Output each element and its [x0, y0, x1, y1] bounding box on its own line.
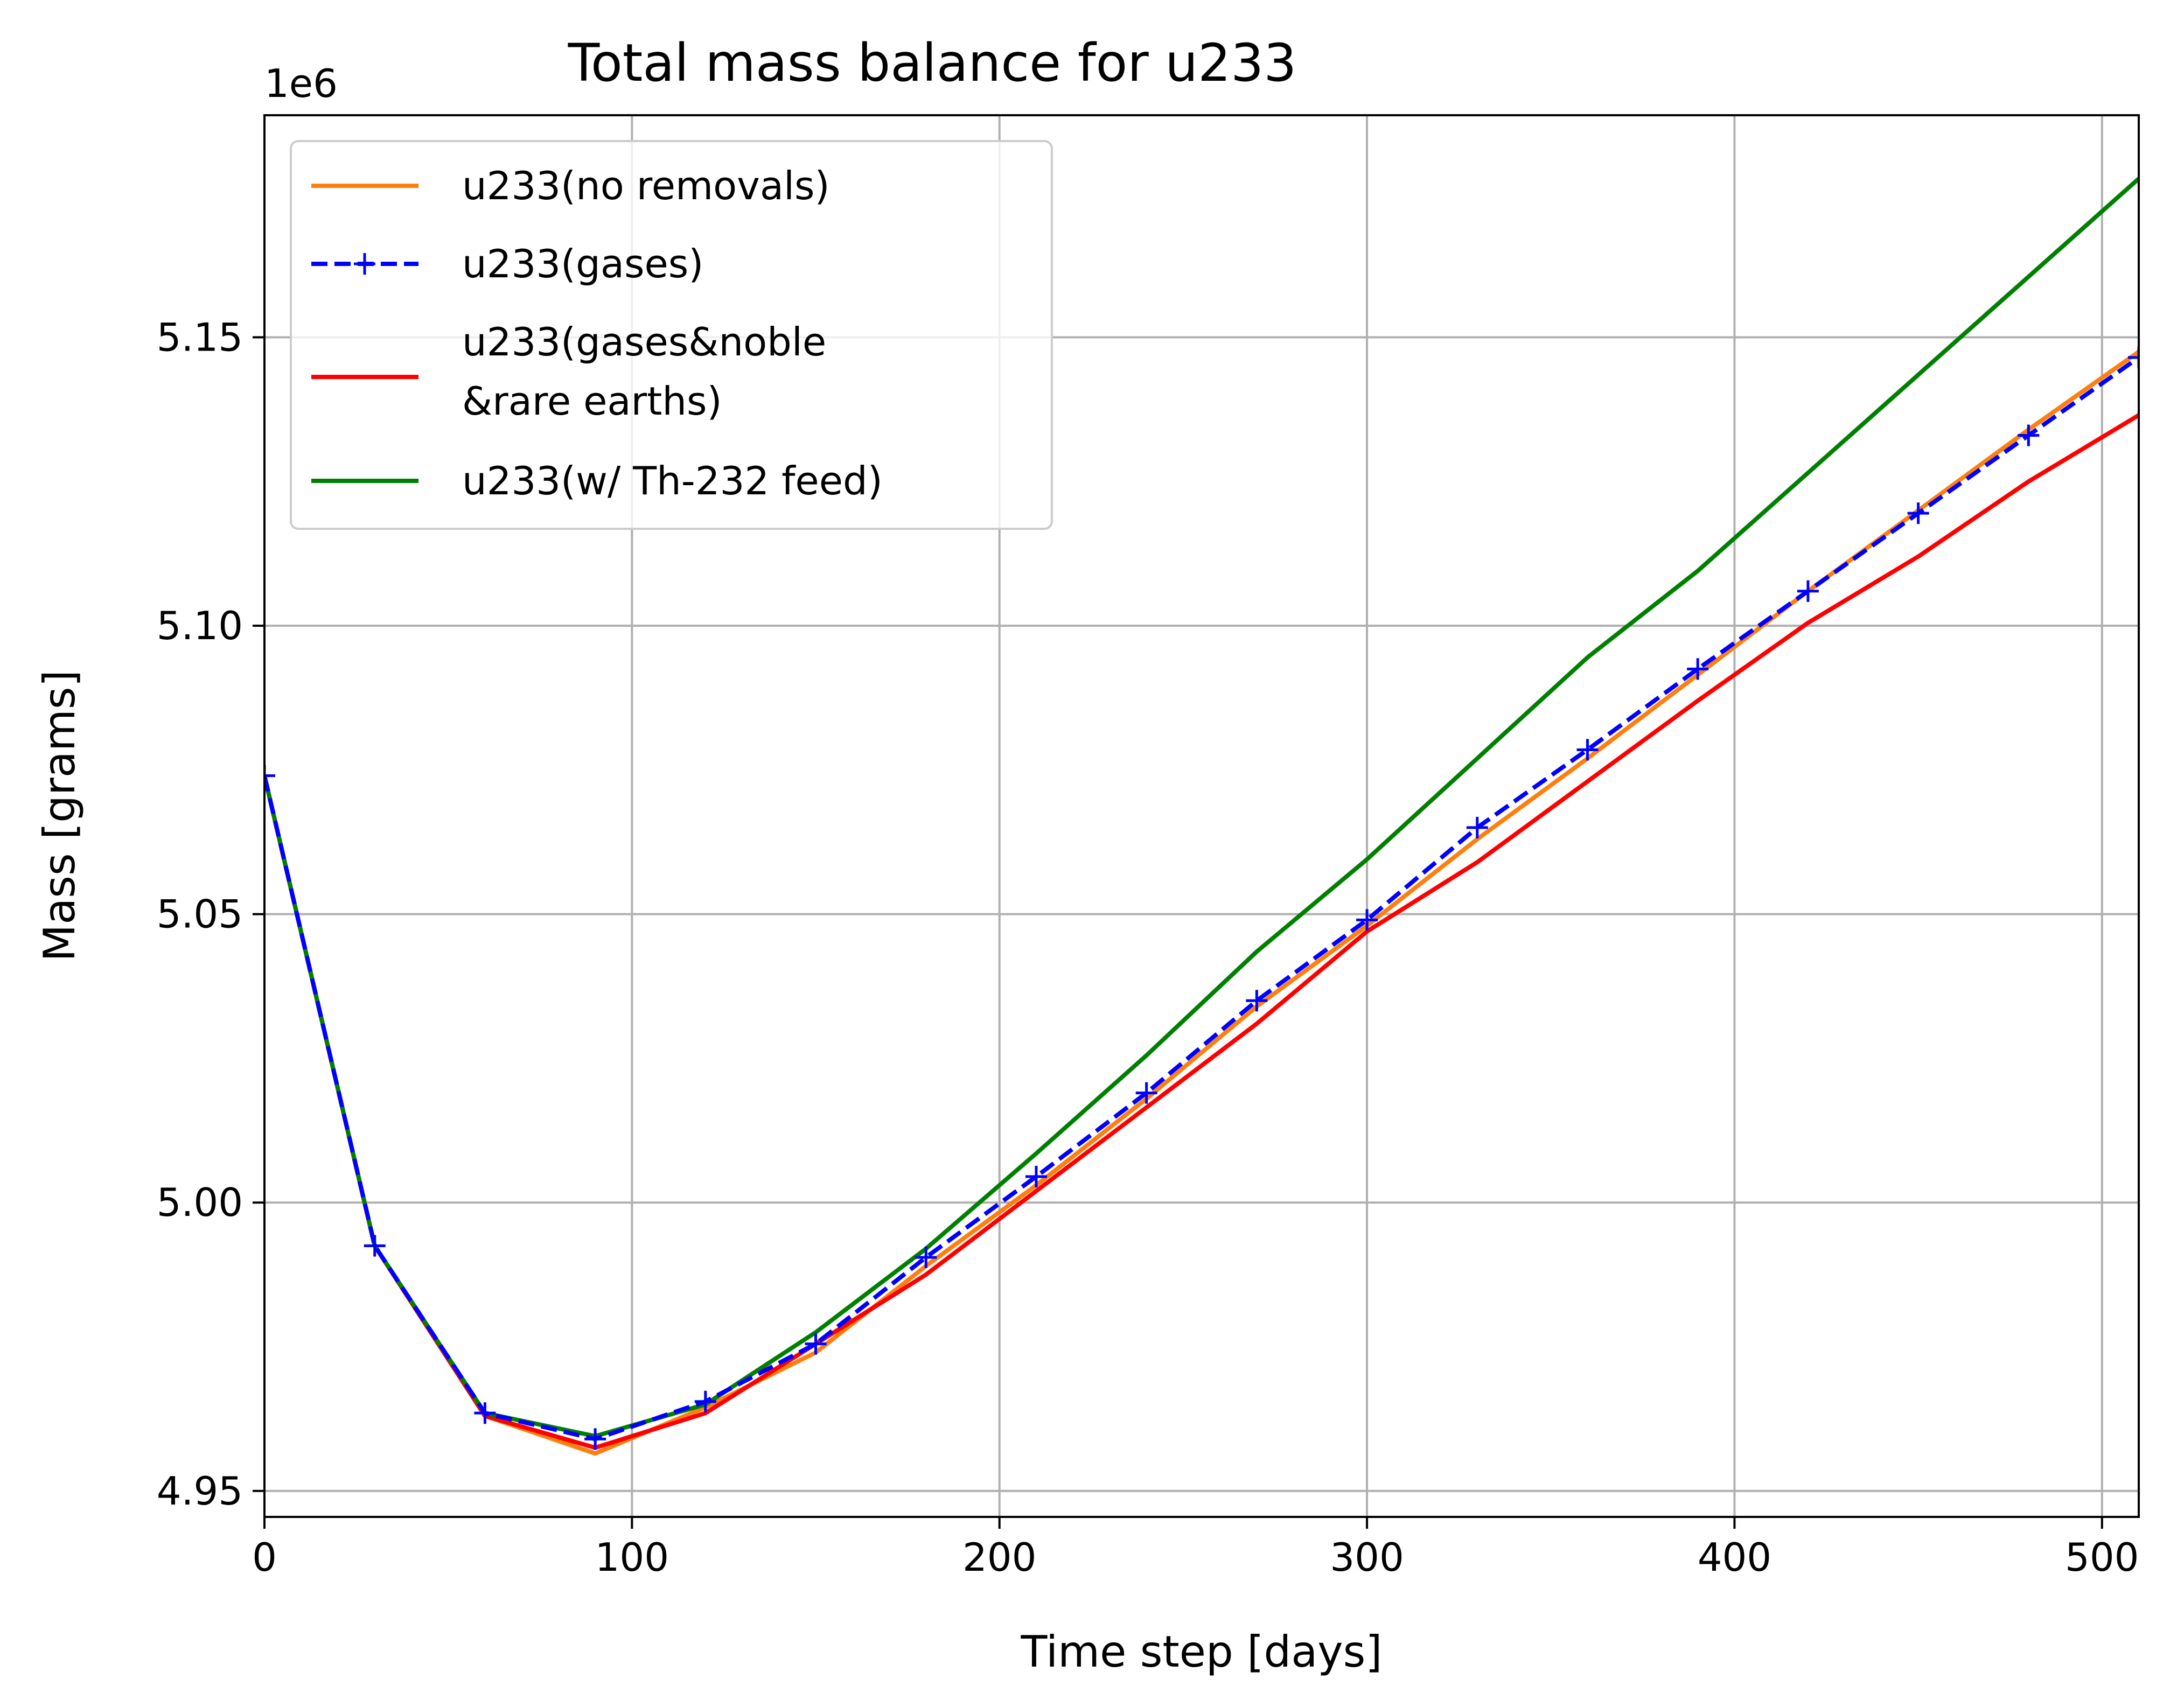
plus-marker — [364, 1235, 386, 1257]
plus-marker — [1797, 580, 1819, 602]
plus-marker — [354, 253, 375, 275]
y-offset-label: 1e6 — [264, 61, 338, 106]
y-tick-label: 5.00 — [157, 1180, 243, 1225]
plus-marker — [2018, 424, 2040, 446]
plot-frame — [263, 114, 2140, 1518]
plus-marker — [1135, 1082, 1157, 1104]
y-axis-label: Mass [grams] — [34, 670, 85, 962]
plus-marker — [584, 1428, 606, 1450]
series-line-2 — [264, 413, 2139, 1450]
y-tick-label: 5.15 — [157, 314, 243, 360]
x-tick-label: 300 — [1330, 1535, 1404, 1580]
x-tick-label: 500 — [2065, 1535, 2139, 1580]
plus-marker — [1907, 502, 1929, 524]
plus-marker — [1576, 739, 1599, 761]
x-tick-label: 100 — [595, 1535, 669, 1580]
y-tick-label: 5.05 — [157, 892, 243, 937]
plus-marker — [694, 1390, 716, 1412]
plus-marker — [2128, 346, 2139, 368]
plus-marker — [264, 765, 275, 787]
legend-label-2: u233(gases&noble — [462, 319, 826, 365]
plus-marker — [915, 1246, 937, 1268]
chart-title: Total mass balance for u233 — [568, 33, 1297, 93]
axis-ticks — [253, 336, 2103, 1529]
legend: u233(no removals) u233(gases) u233(gases&n… — [290, 140, 1053, 530]
y-tick-label: 4.95 — [157, 1468, 243, 1514]
legend-label-2: &rare earths) — [462, 379, 722, 424]
legend-label-1: u233(gases) — [462, 241, 703, 286]
y-tick-label: 5.10 — [157, 603, 243, 648]
plus-marker — [1687, 658, 1709, 680]
plus-marker — [1246, 990, 1268, 1012]
plus-marker — [1466, 816, 1488, 838]
x-tick-label: 0 — [252, 1535, 277, 1580]
plus-marker — [1025, 1165, 1047, 1187]
plus-marker — [1356, 909, 1378, 931]
x-axis-label: Time step [days] — [1021, 1627, 1383, 1677]
series-group — [264, 177, 2139, 1456]
series-line-3 — [264, 177, 2139, 1438]
plus-marker — [474, 1402, 496, 1424]
series-line-1 — [264, 355, 2139, 1442]
legend-label-0: u233(no removals) — [462, 163, 830, 208]
x-tick-label: 400 — [1698, 1535, 1771, 1580]
legend-box — [290, 140, 1053, 530]
plus-marker — [805, 1333, 827, 1355]
plot-area — [264, 177, 2139, 1456]
axis-tick-labels: 0 100 200 300 400 500 4.95 5.00 5.05 5.10 5.15 — [157, 314, 2139, 1580]
x-tick-label: 200 — [962, 1535, 1036, 1580]
legend-label-3: u233(w/ Th-232 feed) — [462, 458, 883, 503]
